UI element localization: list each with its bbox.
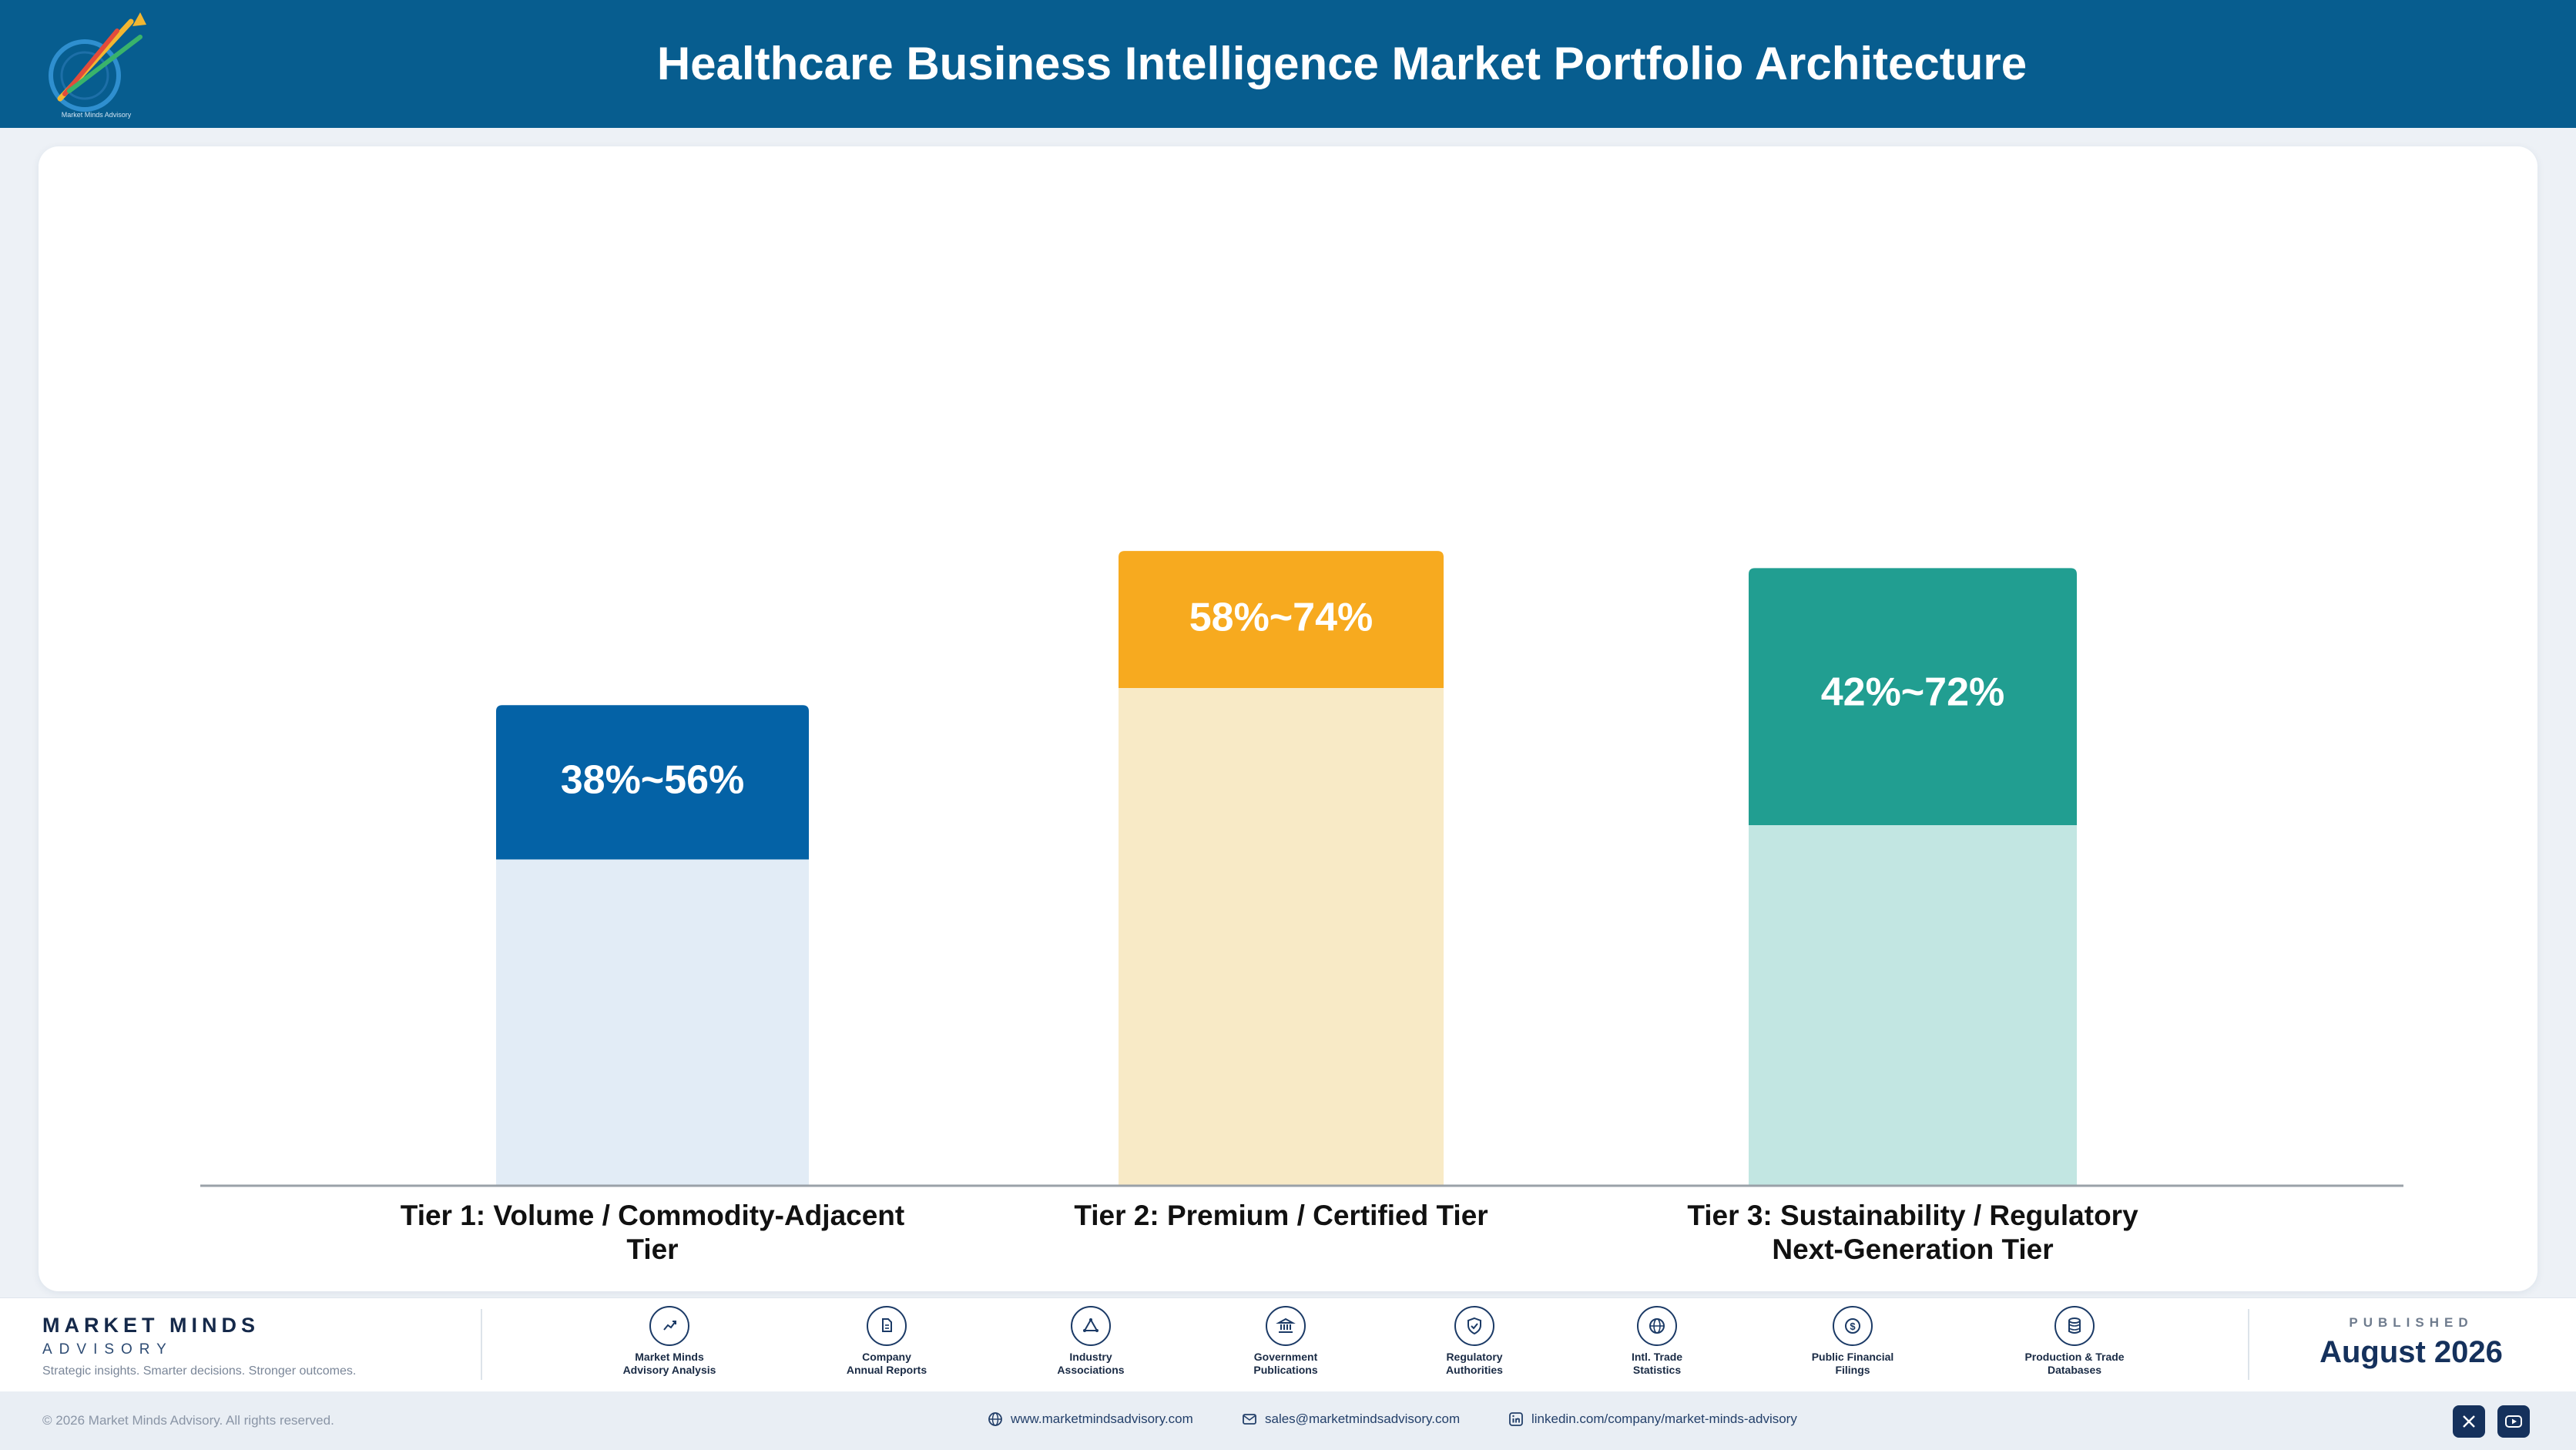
category-label-2: Tier 2: Premium / Certified Tier (1074, 1200, 1488, 1231)
globe-icon (988, 1412, 1002, 1426)
bar-base-3 (1749, 824, 2077, 1185)
government-building-icon (1266, 1306, 1306, 1346)
mail-icon (1243, 1414, 1256, 1425)
source-label: Production & Trade Databases (2024, 1351, 2125, 1376)
svg-text:Market Minds Advisory: Market Minds Advisory (62, 111, 132, 119)
copyright-text: © 2026 Market Minds Advisory. All rights… (42, 1413, 334, 1428)
footer-contact-bar: © 2026 Market Minds Advisory. All rights… (0, 1391, 2576, 1450)
linkedin-text: linkedin.com/company/market-minds-adviso… (1531, 1411, 1797, 1426)
shield-check-icon (1454, 1306, 1494, 1346)
email-link[interactable]: sales@marketmindsadvisory.com (1242, 1411, 1460, 1427)
linkedin-link[interactable]: linkedin.com/company/market-minds-adviso… (1508, 1411, 1797, 1427)
globe-icon (1637, 1306, 1677, 1346)
source-label: Government Publications (1253, 1351, 1318, 1376)
source-item: $ Public Financial Filings (1776, 1306, 1930, 1377)
published-date: August 2026 (2319, 1335, 2503, 1369)
brand-block: MARKET MINDS ADVISORY Strategic insights… (42, 1314, 356, 1378)
divider (481, 1309, 482, 1380)
source-label: Industry Associations (1057, 1351, 1125, 1376)
brand-tagline: Strategic insights. Smarter decisions. S… (42, 1364, 357, 1378)
published-block: PUBLISHED August 2026 (2249, 1315, 2573, 1370)
category-label-1: Tier 1: Volume / Commodity-Adjacent Tier (401, 1200, 904, 1265)
x-social-button[interactable] (2453, 1405, 2485, 1438)
source-label: Company Annual Reports (846, 1351, 927, 1376)
database-icon (2054, 1306, 2095, 1346)
network-icon (1071, 1306, 1111, 1346)
bar-base-2 (1119, 688, 1444, 1185)
bar-range-2 (1119, 551, 1444, 689)
bar-range-label-2: 58%~74% (1189, 596, 1374, 640)
brand-name: MARKET MINDS (42, 1314, 260, 1337)
source-item: Regulatory Authorities (1397, 1306, 1551, 1377)
data-sources-list: Market Minds Advisory Analysis Company An… (539, 1306, 2188, 1386)
bar-range-label-1: 38%~56% (561, 757, 745, 802)
linkedin-icon (1509, 1412, 1523, 1426)
website-link[interactable]: www.marketmindsadvisory.com (988, 1411, 1193, 1427)
trend-chart-icon (649, 1306, 689, 1346)
footer-sources-bar: MARKET MINDS ADVISORY Strategic insights… (0, 1297, 2576, 1392)
brand-subtitle: ADVISORY (42, 1341, 173, 1358)
header-bar: Market Minds Advisory Healthcare Busines… (0, 0, 2576, 128)
divider (2248, 1309, 2249, 1380)
x-icon (2463, 1415, 2475, 1428)
source-item: Production & Trade Databases (1997, 1306, 2152, 1377)
source-label: Market Minds Advisory Analysis (622, 1351, 716, 1376)
source-item: Industry Associations (1014, 1306, 1168, 1377)
source-item: Market Minds Advisory Analysis (592, 1306, 746, 1377)
chart-card: 38%~56% 58%~74% 42%~72% Tier 1: Volume / Co… (39, 146, 2537, 1291)
market-minds-logo: Market Minds Advisory (49, 12, 146, 119)
document-icon (867, 1306, 907, 1346)
source-item: Company Annual Reports (810, 1306, 964, 1377)
category-label-3: Tier 3: Sustainability / Regulatory Next-… (1687, 1200, 2138, 1265)
portfolio-tier-chart: 38%~56% 58%~74% 42%~72% Tier 1: Volume / Co… (200, 551, 2403, 1265)
bar-base-1 (496, 859, 809, 1185)
youtube-social-button[interactable] (2497, 1405, 2530, 1438)
source-label: Regulatory Authorities (1446, 1351, 1503, 1376)
published-label: PUBLISHED (2349, 1315, 2474, 1330)
email-text: sales@marketmindsadvisory.com (1265, 1411, 1461, 1426)
youtube-icon (2505, 1415, 2522, 1428)
source-label: Intl. Trade Statistics (1631, 1351, 1683, 1376)
bar-range-1 (496, 705, 809, 860)
page-title: Healthcare Business Intelligence Market … (656, 38, 2028, 89)
source-item: Intl. Trade Statistics (1580, 1306, 1734, 1377)
bar-range-label-3: 42%~72% (1821, 670, 2005, 714)
bar-range-3 (1749, 568, 2077, 825)
source-label: Public Financial Filings (1811, 1351, 1894, 1376)
svg-text:$: $ (1850, 1321, 1856, 1332)
source-item: Government Publications (1209, 1306, 1363, 1377)
website-text: www.marketmindsadvisory.com (1011, 1411, 1193, 1426)
dollar-coin-icon: $ (1833, 1306, 1873, 1346)
